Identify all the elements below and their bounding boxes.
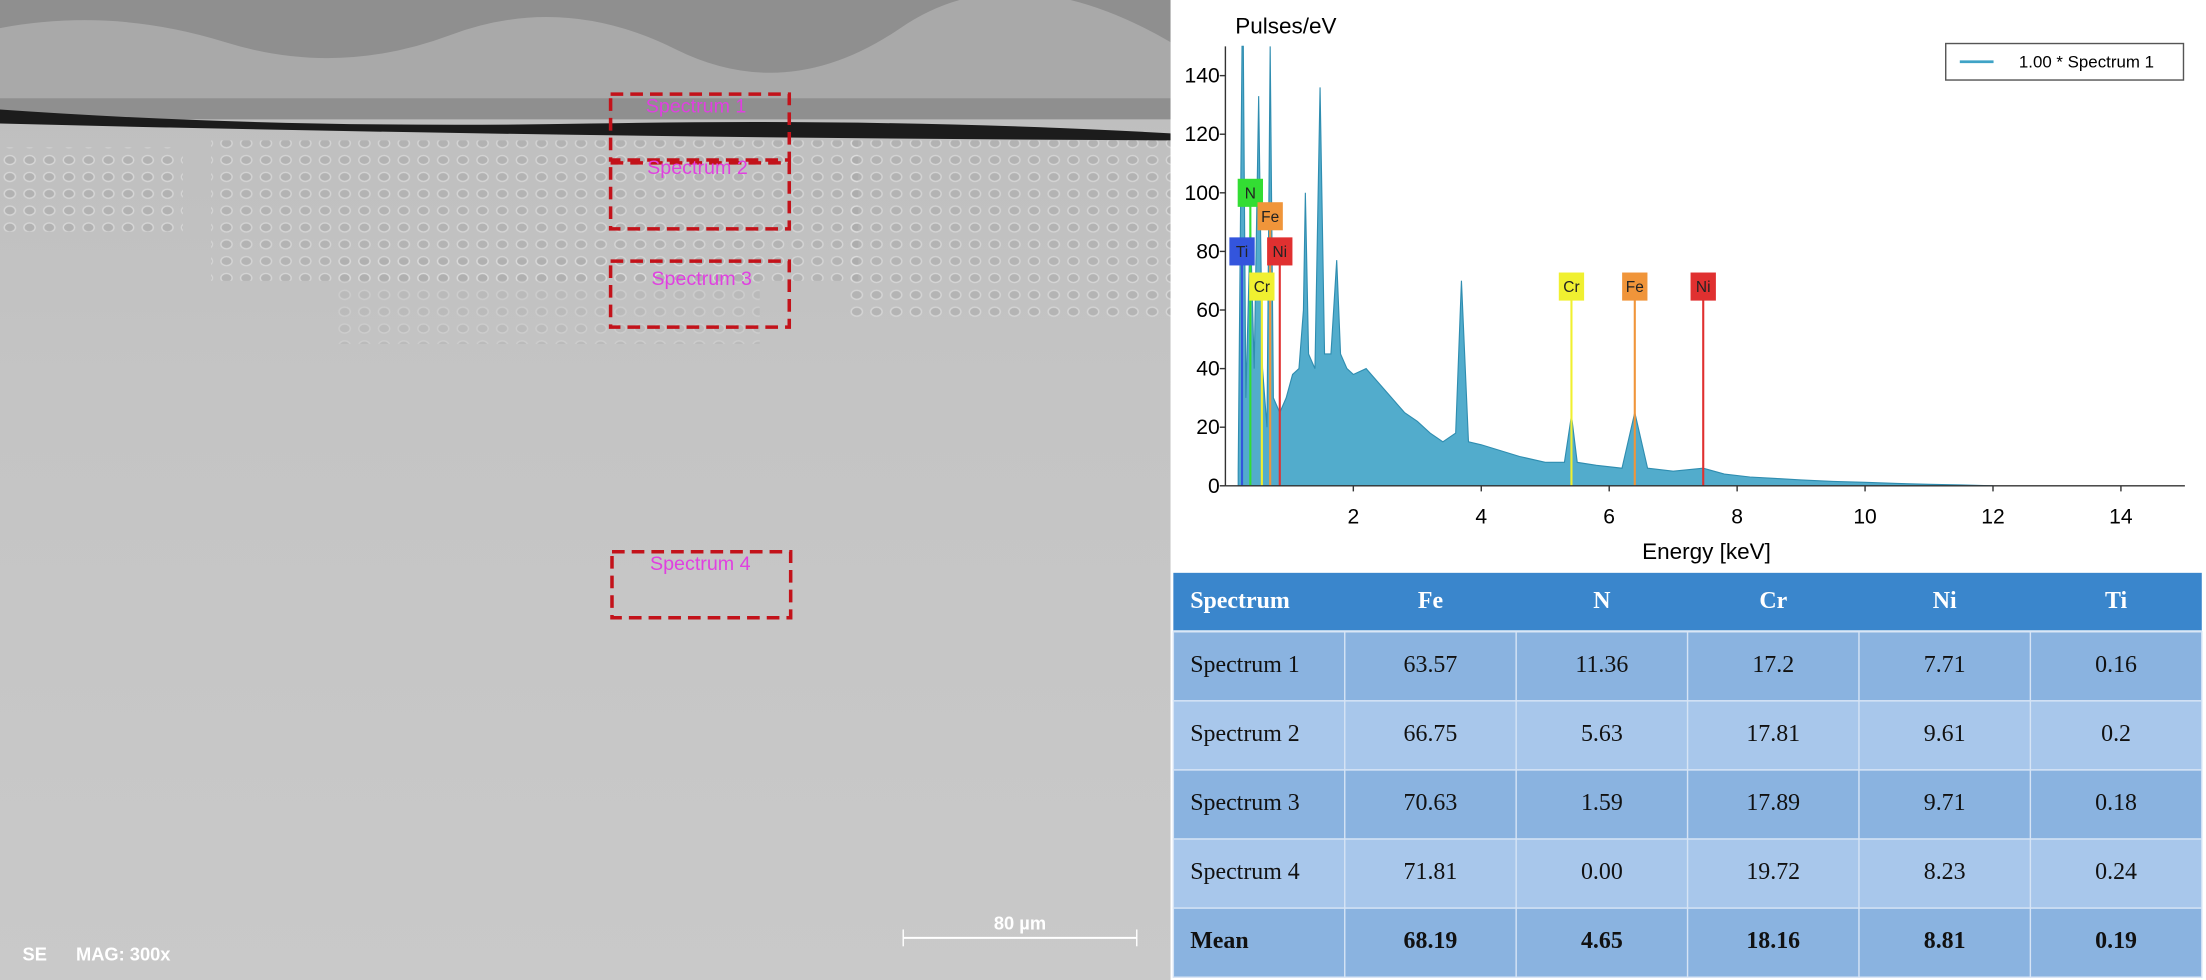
table-cell: 9.61 bbox=[1924, 721, 1966, 747]
element-label: Cr bbox=[1254, 279, 1270, 296]
table-cell: 4.65 bbox=[1581, 928, 1623, 954]
legend-label: 1.00 * Spectrum 1 bbox=[2019, 52, 2154, 71]
element-tag bbox=[1558, 272, 1585, 301]
header-cell: Spectrum bbox=[1190, 588, 1290, 614]
element-label: Fe bbox=[1261, 209, 1279, 226]
spectrum-label: Spectrum 1 bbox=[646, 95, 747, 117]
sem-image bbox=[0, 0, 1171, 980]
table-cell: Spectrum 2 bbox=[1190, 721, 1300, 747]
table-cell: 19.72 bbox=[1746, 859, 1800, 885]
y-tick-label: 0 bbox=[1208, 475, 1220, 498]
table-cell: Mean bbox=[1190, 928, 1248, 954]
element-label: Cr bbox=[1563, 279, 1579, 296]
element-tag bbox=[1267, 237, 1293, 266]
x-tick-label: 4 bbox=[1475, 506, 1487, 529]
table-cell: 66.75 bbox=[1404, 721, 1458, 747]
table-cell: 17.81 bbox=[1746, 721, 1800, 747]
element-tag bbox=[1690, 272, 1716, 301]
spectrum-label: Spectrum 2 bbox=[647, 157, 748, 179]
scale-bar: 80 µm bbox=[994, 912, 1046, 933]
element-label: Fe bbox=[1626, 279, 1644, 296]
element-tag bbox=[1249, 272, 1275, 301]
table-cell: 8.23 bbox=[1924, 859, 1966, 885]
table: Spectrum Fe N Cr Ni Ti Spectrum 1 63.57 11.36 17.… bbox=[1172, 572, 2203, 978]
table-cell: 0.16 bbox=[2095, 652, 2137, 678]
spectrum-area bbox=[1237, 45, 1994, 487]
header-cell: Ti bbox=[2105, 588, 2128, 614]
table-cell: 5.63 bbox=[1581, 721, 1623, 747]
table-cell: 11.36 bbox=[1575, 652, 1628, 678]
element-label: N bbox=[1245, 185, 1256, 202]
table-cell: Spectrum 3 bbox=[1190, 790, 1300, 816]
header-cell: N bbox=[1593, 588, 1610, 614]
element-tag bbox=[1257, 202, 1283, 231]
header-cell: Cr bbox=[1759, 588, 1787, 614]
table-cell: 0.19 bbox=[2095, 928, 2137, 954]
table-cell: 9.71 bbox=[1924, 790, 1966, 816]
table-cell: 68.19 bbox=[1404, 928, 1458, 954]
table-cell: 0.18 bbox=[2095, 790, 2137, 816]
y-tick-label: 140 bbox=[1185, 65, 1220, 88]
y-tick-label: 80 bbox=[1196, 240, 1219, 263]
table-cell: 0.2 bbox=[2101, 721, 2131, 747]
x-tick-label: 12 bbox=[1981, 506, 2004, 529]
element-label: Ni bbox=[1272, 244, 1287, 261]
x-tick-label: 2 bbox=[1347, 506, 1359, 529]
table-cell: 18.16 bbox=[1746, 928, 1800, 954]
y-tick-label: 60 bbox=[1196, 299, 1219, 322]
table-cell: 17.2 bbox=[1752, 652, 1794, 678]
table-cell: 8.81 bbox=[1924, 928, 1966, 954]
x-tick-label: 14 bbox=[2109, 506, 2133, 529]
table-cell: 63.57 bbox=[1404, 652, 1458, 678]
element-tag bbox=[1237, 178, 1264, 207]
table-cell: 0.00 bbox=[1581, 859, 1623, 885]
plot: N Fe Ti Ni Cr Cr Fe Ni 0 20 40 60 80 100 120 140 2 4 6 8 10 1… bbox=[1185, 42, 2185, 529]
magnification: MAG: 300x bbox=[76, 943, 171, 964]
detector: SE bbox=[23, 943, 47, 964]
element-tag bbox=[1622, 272, 1648, 301]
element-label: Ti bbox=[1236, 244, 1248, 261]
x-tick-label: 10 bbox=[1853, 506, 1876, 529]
table-cell: 0.24 bbox=[2095, 859, 2137, 885]
header-cell: Ni bbox=[1933, 588, 1957, 614]
x-tick-label: 8 bbox=[1731, 506, 1743, 529]
x-axis-label: Energy [keV] bbox=[1642, 539, 1771, 564]
element-tag bbox=[1229, 237, 1255, 266]
header-cell: Fe bbox=[1418, 588, 1443, 614]
y-tick-label: 20 bbox=[1196, 416, 1219, 439]
table-cell: Spectrum 4 bbox=[1190, 859, 1300, 885]
x-tick-label: 6 bbox=[1603, 506, 1615, 529]
table-cell: 1.59 bbox=[1581, 790, 1623, 816]
element-label: Ni bbox=[1696, 279, 1711, 296]
spectrum-label: Spectrum 3 bbox=[651, 268, 752, 290]
table-cell: Spectrum 1 bbox=[1190, 652, 1300, 678]
y-tick-label: 100 bbox=[1185, 182, 1220, 205]
table-cell: 70.63 bbox=[1404, 790, 1458, 816]
spectrum-label: Spectrum 4 bbox=[650, 553, 751, 575]
table-cell: 17.89 bbox=[1746, 790, 1800, 816]
table-header-bg bbox=[1173, 572, 2202, 632]
table-cell: 71.81 bbox=[1404, 859, 1458, 885]
y-tick-label: 120 bbox=[1185, 123, 1220, 146]
y-axis-label: Pulses/eV bbox=[1235, 14, 1336, 39]
y-tick-label: 40 bbox=[1196, 358, 1219, 381]
table-cell: 7.71 bbox=[1924, 652, 1966, 678]
